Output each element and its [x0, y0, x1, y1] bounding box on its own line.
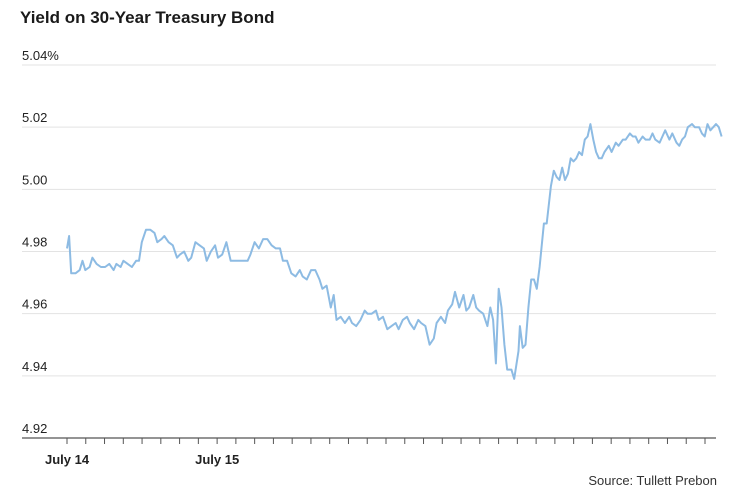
series-layer: [66, 123, 723, 380]
y-tick-label: 4.94: [22, 359, 47, 374]
x-tick-label: July 14: [45, 452, 90, 467]
y-tick-label: 5.02: [22, 110, 47, 125]
series-line: [66, 123, 723, 380]
x-tick-label: July 15: [195, 452, 239, 467]
y-tick-label: 5.04%: [22, 48, 59, 63]
y-tick-label: 4.92: [22, 421, 47, 436]
gridlines: [22, 64, 716, 439]
y-axis-ticks: 4.92 4.94 4.96 4.98 5.00 5.02 5.04%: [22, 48, 59, 436]
x-axis: July 14 July 15: [45, 438, 706, 467]
source-note: Source: Tullett Prebon: [588, 473, 717, 488]
chart-title: Yield on 30-Year Treasury Bond: [20, 8, 275, 27]
y-tick-label: 4.96: [22, 297, 47, 312]
y-tick-label: 5.00: [22, 172, 47, 187]
y-tick-label: 4.98: [22, 235, 47, 250]
